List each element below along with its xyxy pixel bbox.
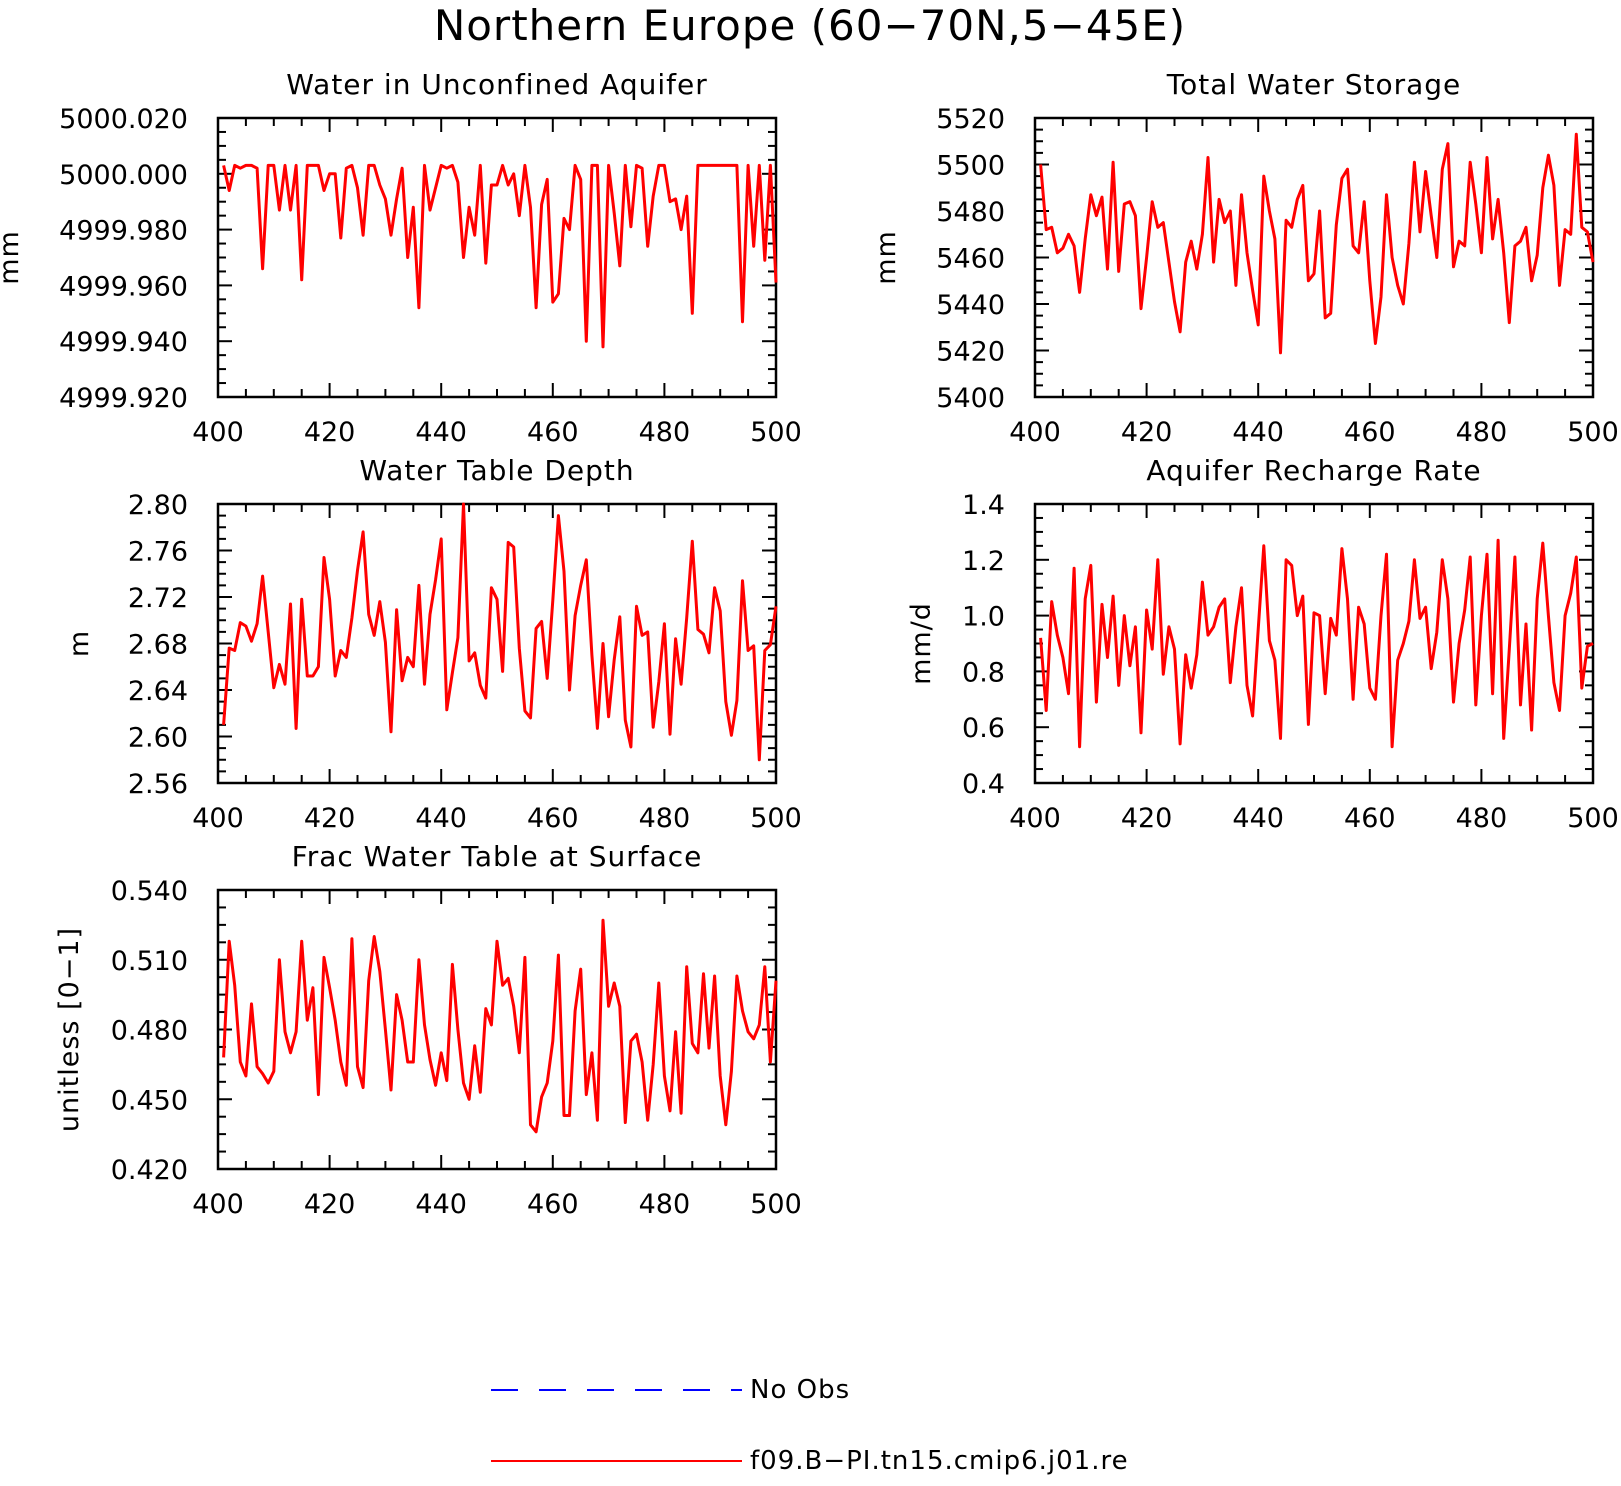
x-tick-label: 500 — [750, 417, 802, 448]
x-tick-label: 480 — [639, 1189, 691, 1220]
x-tick-label: 480 — [1456, 417, 1508, 448]
x-tick-label: 420 — [304, 417, 356, 448]
y-tick-label: 5460 — [936, 244, 1005, 275]
y-axis-label: mm — [871, 230, 902, 285]
x-tick-label: 420 — [304, 803, 356, 834]
x-tick-label: 440 — [1232, 417, 1284, 448]
x-tick-label: 440 — [1232, 803, 1284, 834]
x-tick-label: 440 — [415, 1189, 467, 1220]
series-line — [1039, 132, 1595, 355]
series-line — [222, 163, 778, 349]
y-tick-label: 1.2 — [962, 546, 1005, 577]
y-tick-label: 0.8 — [962, 657, 1005, 688]
y-tick-label: 5420 — [936, 337, 1005, 368]
panel-title: Water Table Depth — [359, 454, 634, 487]
panels: Water in Unconfined Aquifer mm 400 420 440 46… — [0, 68, 1619, 1220]
y-tick-label: 1.0 — [962, 602, 1005, 633]
legend: No Obs f09.B−PI.tn15.cmip6.j01.re — [491, 1375, 1129, 1476]
y-tick-label: 0.420 — [111, 1155, 188, 1186]
x-tick-label: 500 — [750, 1189, 802, 1220]
y-tick-label: 2.64 — [128, 676, 188, 707]
y-tick-label: 0.510 — [111, 946, 188, 977]
panel-5: Frac Water Table at Surface unitless [0−1… — [54, 840, 802, 1220]
x-tick-label: 420 — [1121, 417, 1173, 448]
x-tick-label: 460 — [527, 1189, 579, 1220]
x-tick-label: 460 — [527, 417, 579, 448]
y-tick-label: 4999.940 — [59, 327, 188, 358]
x-tick-label: 420 — [1121, 803, 1173, 834]
x-tick-label: 400 — [192, 417, 244, 448]
series-line — [222, 502, 778, 762]
y-tick-label: 2.72 — [128, 583, 188, 614]
y-axis-label: mm/d — [906, 602, 937, 685]
series-line — [1039, 538, 1594, 749]
x-tick-label: 400 — [192, 1189, 244, 1220]
panel-title: Aquifer Recharge Rate — [1146, 454, 1481, 487]
y-tick-label: 4999.980 — [59, 216, 188, 247]
panel-title: Total Water Storage — [1166, 68, 1462, 101]
y-tick-label: 2.56 — [128, 769, 188, 800]
panel-1: Water in Unconfined Aquifer mm 400 420 440 46… — [0, 68, 802, 448]
y-tick-label: 0.4 — [962, 769, 1005, 800]
x-tick-label: 440 — [415, 803, 467, 834]
y-tick-label: 0.6 — [962, 713, 1005, 744]
x-tick-label: 480 — [1456, 803, 1508, 834]
x-tick-label: 500 — [750, 803, 802, 834]
y-tick-label: 0.540 — [111, 876, 188, 907]
y-axis-label: mm — [0, 230, 25, 285]
y-axis-label: unitless [0−1] — [54, 927, 85, 1132]
x-tick-label: 480 — [639, 803, 691, 834]
y-tick-label: 2.76 — [128, 537, 188, 568]
x-tick-label: 480 — [639, 417, 691, 448]
y-tick-label: 5400 — [936, 383, 1005, 414]
x-tick-label: 460 — [527, 803, 579, 834]
y-tick-label: 5000.000 — [59, 160, 188, 191]
series-line — [222, 918, 778, 1134]
y-tick-label: 1.4 — [962, 490, 1005, 521]
legend-label: No Obs — [750, 1375, 850, 1405]
y-tick-label: 0.450 — [111, 1085, 188, 1116]
x-tick-label: 440 — [415, 417, 467, 448]
y-tick-label: 5500 — [936, 151, 1005, 182]
x-tick-label: 500 — [1567, 417, 1619, 448]
x-tick-label: 400 — [1009, 417, 1061, 448]
x-tick-label: 500 — [1567, 803, 1619, 834]
y-tick-label: 5440 — [936, 290, 1005, 321]
x-tick-label: 420 — [304, 1189, 356, 1220]
y-tick-label: 2.60 — [128, 723, 188, 754]
panel-3: Water Table Depth m 400 420 440 460 480 500 2.56… — [64, 454, 802, 834]
y-tick-label: 4999.920 — [59, 383, 188, 414]
x-tick-label: 460 — [1344, 417, 1396, 448]
panel-title: Water in Unconfined Aquifer — [286, 68, 707, 101]
y-axis-label: m — [64, 630, 95, 657]
x-tick-label: 400 — [1009, 803, 1061, 834]
figure-title: Northern Europe (60−70N,5−45E) — [434, 1, 1186, 50]
y-tick-label: 2.68 — [128, 630, 188, 661]
y-tick-label: 4999.960 — [59, 271, 188, 302]
y-tick-label: 5520 — [936, 104, 1005, 135]
y-tick-label: 5480 — [936, 197, 1005, 228]
y-tick-label: 2.80 — [128, 490, 188, 521]
x-tick-label: 460 — [1344, 803, 1396, 834]
legend-label: f09.B−PI.tn15.cmip6.j01.re — [750, 1446, 1129, 1476]
panel-title: Frac Water Table at Surface — [292, 840, 703, 873]
y-tick-label: 0.480 — [111, 1016, 188, 1047]
panel-2: Total Water Storage mm 400 420 440 460 480 500 5… — [871, 68, 1619, 448]
panel-4: Aquifer Recharge Rate mm/d 400 420 440 460 480… — [906, 454, 1619, 834]
y-tick-label: 5000.020 — [59, 104, 188, 135]
x-tick-label: 400 — [192, 803, 244, 834]
